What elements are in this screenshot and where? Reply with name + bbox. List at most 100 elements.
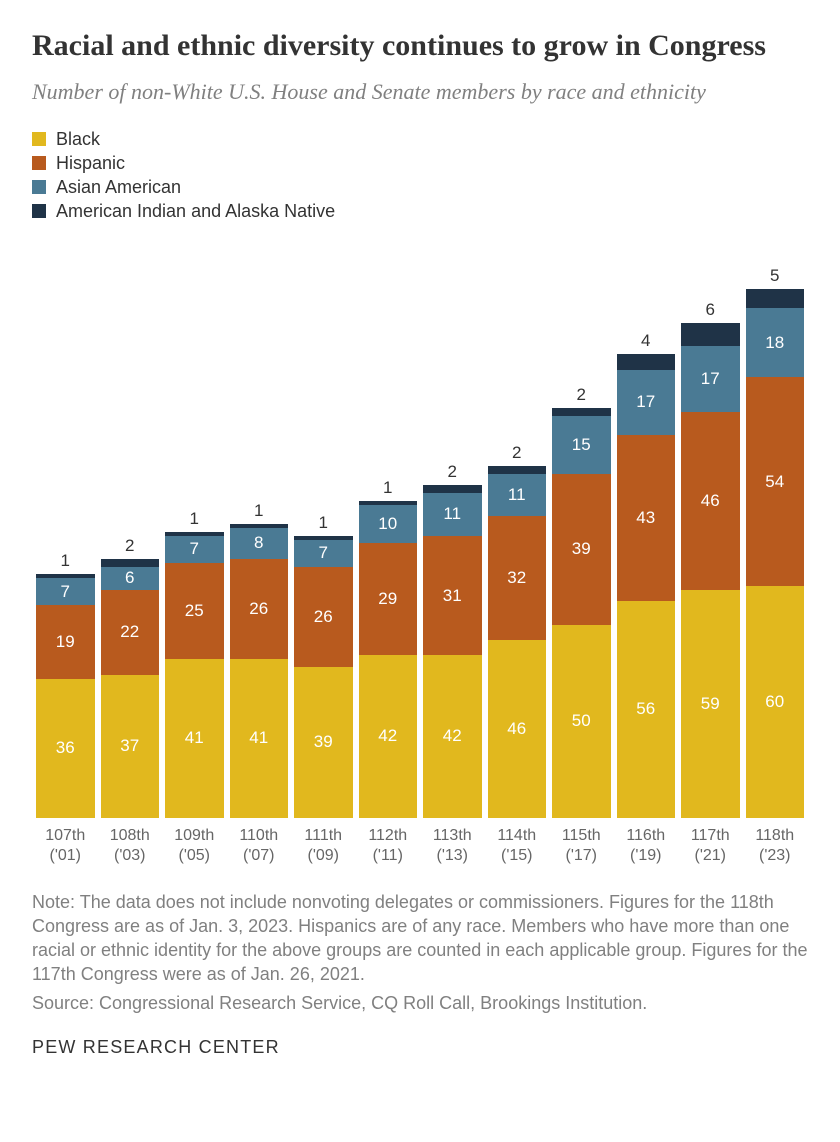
bar-segment-asian: 8 — [230, 528, 289, 559]
x-axis-label: 111th('09) — [294, 826, 353, 866]
bar-segment-black: 60 — [746, 586, 805, 818]
bar-segment-black: 41 — [165, 659, 224, 817]
bar-top-label: 2 — [552, 385, 611, 408]
bar-top-label: 1 — [294, 513, 353, 536]
bar-top-label: 2 — [423, 462, 482, 485]
bar-segment-asian: 6 — [101, 567, 160, 590]
bar-segment-native — [101, 559, 160, 567]
bar-column: 6594617 — [681, 300, 740, 817]
bar-segment-hispanic: 54 — [746, 377, 805, 586]
bar-segment-hispanic: 25 — [165, 563, 224, 660]
bar-stack: 41257 — [165, 532, 224, 818]
bar-segment-asian: 17 — [681, 346, 740, 412]
bar-stack: 39267 — [294, 536, 353, 818]
bar-top-label: 1 — [36, 551, 95, 574]
legend-item: Black — [32, 129, 808, 150]
bar-stack: 503915 — [552, 408, 611, 817]
bar-segment-asian: 10 — [359, 505, 418, 544]
footer-attribution: PEW RESEARCH CENTER — [32, 1037, 808, 1058]
x-axis-label: 115th('17) — [552, 826, 611, 866]
bar-column: 5605418 — [746, 266, 805, 818]
chart-title: Racial and ethnic diversity continues to… — [32, 28, 808, 64]
bar-column: 139267 — [294, 513, 353, 818]
bar-segment-hispanic: 29 — [359, 543, 418, 655]
legend-swatch — [32, 132, 46, 146]
bar-segment-native — [746, 289, 805, 308]
bar-stack: 605418 — [746, 289, 805, 818]
legend-swatch — [32, 180, 46, 194]
bar-segment-black: 59 — [681, 590, 740, 818]
bar-column: 2463211 — [488, 443, 547, 817]
bar-segment-asian: 7 — [36, 578, 95, 605]
bar-segment-native — [617, 354, 676, 369]
bar-segment-native — [423, 485, 482, 493]
x-axis-label: 118th('23) — [746, 826, 805, 866]
stacked-bar-chart: 1361972372261412571412681392671422910242… — [32, 238, 808, 818]
bar-top-label: 2 — [488, 443, 547, 466]
legend-label: Black — [56, 129, 100, 150]
bar-segment-asian: 7 — [294, 540, 353, 567]
bar-segment-black: 46 — [488, 640, 547, 818]
bar-segment-black: 41 — [230, 659, 289, 817]
bar-segment-native — [681, 323, 740, 346]
legend-label: American Indian and Alaska Native — [56, 201, 335, 222]
bar-column: 136197 — [36, 551, 95, 817]
legend-swatch — [32, 204, 46, 218]
x-axis-labels: 107th('01)108th('03)109th('05)110th('07)… — [32, 818, 808, 866]
bar-segment-hispanic: 22 — [101, 590, 160, 675]
bar-stack: 36197 — [36, 574, 95, 817]
legend-swatch — [32, 156, 46, 170]
bar-stack: 422910 — [359, 501, 418, 818]
x-axis-label: 116th('19) — [617, 826, 676, 866]
x-axis-label: 112th('11) — [359, 826, 418, 866]
bar-stack: 463211 — [488, 466, 547, 817]
bar-top-label: 6 — [681, 300, 740, 323]
bar-top-label: 1 — [230, 501, 289, 524]
bar-stack: 423111 — [423, 485, 482, 817]
legend-item: Asian American — [32, 177, 808, 198]
x-axis-label: 108th('03) — [101, 826, 160, 866]
bar-segment-black: 42 — [423, 655, 482, 817]
bar-segment-asian: 18 — [746, 308, 805, 378]
bar-column: 141268 — [230, 501, 289, 818]
bar-segment-hispanic: 19 — [36, 605, 95, 678]
bar-top-label: 1 — [165, 509, 224, 532]
bar-column: 2423111 — [423, 462, 482, 817]
bar-segment-hispanic: 26 — [294, 567, 353, 667]
bar-segment-hispanic: 43 — [617, 435, 676, 601]
legend-label: Asian American — [56, 177, 181, 198]
bar-stack: 41268 — [230, 524, 289, 818]
bar-segment-black: 42 — [359, 655, 418, 817]
bar-column: 237226 — [101, 536, 160, 818]
bar-segment-black: 50 — [552, 625, 611, 818]
chart-subtitle: Number of non-White U.S. House and Senat… — [32, 78, 808, 107]
bar-segment-hispanic: 31 — [423, 536, 482, 656]
bar-column: 1422910 — [359, 478, 418, 818]
x-axis-label: 113th('13) — [423, 826, 482, 866]
legend: Black Hispanic Asian American American Indi… — [32, 129, 808, 222]
x-axis-label: 110th('07) — [230, 826, 289, 866]
bar-top-label: 5 — [746, 266, 805, 289]
bar-column: 141257 — [165, 509, 224, 818]
chart-note: Note: The data does not include nonvotin… — [32, 890, 808, 987]
x-axis-label: 114th('15) — [488, 826, 547, 866]
bar-segment-native — [488, 466, 547, 474]
legend-item: Hispanic — [32, 153, 808, 174]
bar-stack: 564317 — [617, 354, 676, 817]
bar-segment-native — [552, 408, 611, 416]
x-axis-label: 109th('05) — [165, 826, 224, 866]
chart-source: Source: Congressional Research Service, … — [32, 991, 808, 1015]
bar-top-label: 1 — [359, 478, 418, 501]
bar-segment-asian: 11 — [423, 493, 482, 535]
bar-segment-asian: 17 — [617, 370, 676, 436]
bar-segment-hispanic: 46 — [681, 412, 740, 590]
bar-stack: 37226 — [101, 559, 160, 818]
bar-segment-asian: 11 — [488, 474, 547, 516]
bar-segment-hispanic: 26 — [230, 559, 289, 659]
legend-item: American Indian and Alaska Native — [32, 201, 808, 222]
bar-stack: 594617 — [681, 323, 740, 817]
bar-column: 2503915 — [552, 385, 611, 817]
bar-segment-hispanic: 32 — [488, 516, 547, 640]
bar-top-label: 2 — [101, 536, 160, 559]
bar-segment-asian: 7 — [165, 536, 224, 563]
